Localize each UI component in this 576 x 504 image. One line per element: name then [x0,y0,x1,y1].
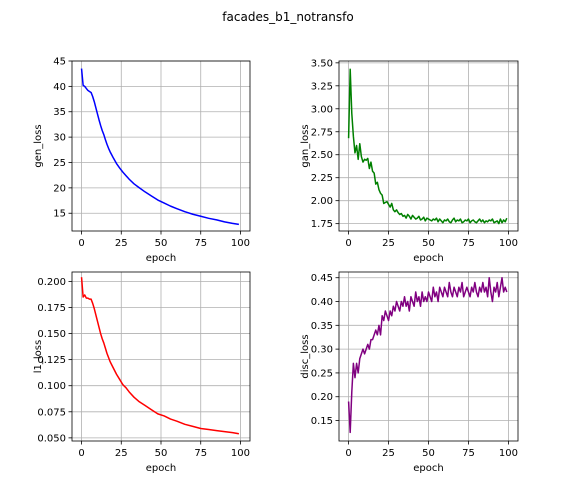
chart2-ytick-label: 0.200 [37,277,66,288]
l1-loss-subplot: 0 25 50 75 100 0.050 0.075 0.100 0.125 0.150 0.175… [33,271,251,474]
chart3-xtick-label: 50 [422,448,435,459]
chart2-ytick-label: 0.075 [37,407,66,418]
chart3-ytick-label: 0.20 [311,392,333,403]
chart1-ytick-label: 2.25 [311,173,333,184]
chart3-ytick-label: 0.25 [311,368,333,379]
chart0-ytick-label: 45 [53,57,66,68]
gen-loss-subplot: 0 25 50 75 100 15 20 25 30 35 40 45 epoch gen_loss [33,57,251,264]
chart3-xlabel: epoch [413,463,443,474]
chart2-ytick-label: 0.125 [37,355,66,366]
chart1-ytick-label: 2.00 [311,196,333,207]
chart1-ytick-label: 1.75 [311,219,333,230]
chart0-ytick-label: 20 [53,183,66,194]
chart0-ytick-label: 25 [53,158,66,169]
chart2-xtick-label: 0 [78,448,84,459]
chart2-ytick-label: 0.050 [37,433,66,444]
chart0-ylabel: gen_loss [33,124,44,167]
chart1-ytick-label: 2.75 [311,127,333,138]
chart1-xtick-label: 25 [382,238,395,249]
chart0-ytick-label: 30 [53,133,66,144]
chart3-ytick-label: 0.45 [311,273,333,284]
chart1-ytick-label: 3.25 [311,81,333,92]
chart0-series-line [80,68,239,226]
chart3-ytick-label: 0.30 [311,345,333,356]
chart3-ytick-label: 0.35 [311,321,333,332]
disc-loss-subplot: 0 25 50 75 100 0.15 0.20 0.25 0.30 0.35 0.40 0.45 ep… [300,271,519,474]
chart0-xtick-label: 75 [194,238,207,249]
chart0-xtick-label: 25 [115,238,128,249]
chart1-ytick-label: 3.50 [311,58,333,69]
chart1-xlabel: epoch [413,253,443,264]
chart2-xtick-label: 50 [155,448,168,459]
chart1-ylabel: gan_loss [300,124,311,167]
chart1-xtick-label: 100 [499,238,518,249]
chart1-xtick-label: 75 [462,238,475,249]
chart2-series-line [80,277,240,435]
chart3-ylabel: disc_loss [300,334,311,378]
chart3-xtick-label: 0 [345,448,351,459]
gan-loss-subplot: 0 25 50 75 100 1.75 2.00 2.25 2.50 2.75 3.00 3.25 3.… [300,58,519,264]
chart2-xtick-label: 100 [231,448,250,459]
chart1-xtick-label: 50 [422,238,435,249]
chart1-series-line [347,68,508,225]
chart0-xtick-label: 0 [78,238,84,249]
chart2-xtick-label: 75 [194,448,207,459]
chart0-xtick-label: 100 [231,238,250,249]
chart2-ytick-label: 0.175 [37,303,66,314]
chart0-xlabel: epoch [146,253,176,264]
chart0-ytick-label: 35 [53,107,66,118]
chart1-ytick-label: 3.00 [311,104,333,115]
figure-title: facades_b1_notransfo [222,10,353,24]
chart0-ytick-label: 15 [53,209,66,220]
chart0-ytick-label: 40 [53,82,66,93]
chart0-xtick-label: 50 [155,238,168,249]
chart2-ylabel: l1_loss [33,340,44,373]
chart3-ytick-label: 0.15 [311,416,333,427]
chart3-xtick-label: 75 [462,448,475,459]
chart2-ytick-label: 0.150 [37,329,66,340]
chart2-ytick-label: 0.100 [37,381,66,392]
chart2-xlabel: epoch [146,463,176,474]
chart1-xtick-label: 0 [345,238,351,249]
chart3-xtick-label: 25 [382,448,395,459]
chart3-xtick-label: 100 [499,448,518,459]
chart3-series-line [347,276,508,434]
chart1-ytick-label: 2.50 [311,150,333,161]
chart3-ytick-label: 0.40 [311,297,333,308]
chart2-xtick-label: 25 [115,448,128,459]
